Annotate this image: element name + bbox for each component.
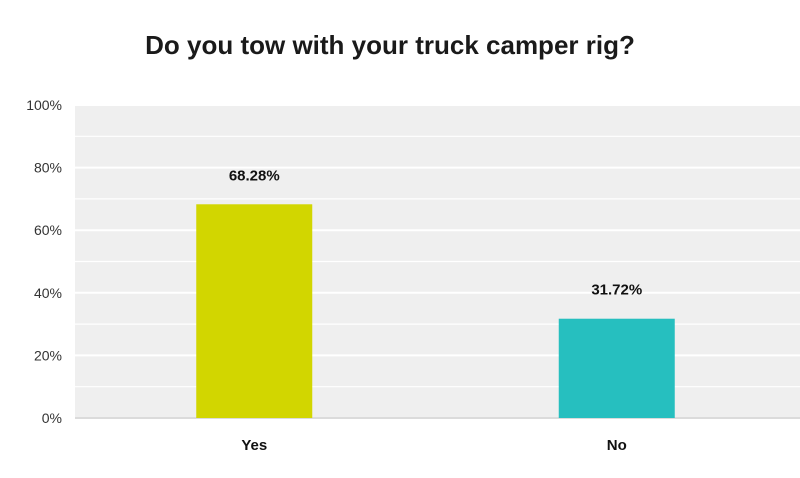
y-tick-label: 0% [42,410,62,426]
y-tick-label: 60% [34,222,62,238]
data-label: 68.28% [229,167,280,184]
y-tick-label: 80% [34,160,62,176]
y-tick-label: 20% [34,347,62,363]
y-tick-label: 40% [34,285,62,301]
y-tick-label: 100% [26,97,62,113]
bar-yes [196,204,313,418]
x-tick-label: No [607,437,627,454]
chart-title: Do you tow with your truck camper rig? [145,30,635,60]
x-tick-label: Yes [241,437,267,454]
bar-no [558,318,675,418]
data-label: 31.72% [591,282,642,299]
